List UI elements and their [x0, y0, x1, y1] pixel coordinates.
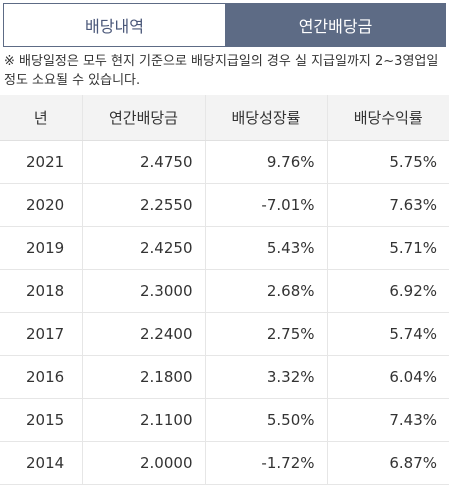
tab-dividend-history[interactable]: 배당내역: [3, 3, 226, 47]
table-row: 2014 2.0000 -1.72% 6.87%: [0, 441, 449, 485]
table-row: 2021 2.4750 9.76% 5.75%: [0, 140, 449, 184]
dividend-yield-cell: 6.04%: [326, 355, 449, 399]
dividend-yield-cell: 5.75%: [326, 140, 449, 184]
annual-dividend-cell: 2.2400: [81, 312, 205, 356]
tab-annual-dividend[interactable]: 연간배당금: [225, 3, 446, 47]
table-row: 2019 2.4250 5.43% 5.71%: [0, 226, 449, 270]
table-row: 2016 2.1800 3.32% 6.04%: [0, 355, 449, 399]
dividend-growth-cell: 2.68%: [204, 269, 327, 313]
dividend-growth-cell: 2.75%: [204, 312, 327, 356]
header-year: 년: [0, 95, 82, 141]
year-cell: 2016: [0, 355, 82, 399]
dividend-notice: ※ 배당일정은 모두 현지 기준으로 배당지급일의 경우 실 지급일까지 2~3…: [4, 54, 439, 88]
table-row: 2020 2.2550 -7.01% 7.63%: [0, 183, 449, 227]
header-dividend-yield: 배당수익률: [326, 95, 449, 141]
table-row: 2015 2.1100 5.50% 7.43%: [0, 398, 449, 442]
dividend-yield-cell: 5.74%: [326, 312, 449, 356]
year-cell: 2021: [0, 140, 82, 184]
annual-dividend-cell: 2.3000: [81, 269, 205, 313]
table-header-row: 년 연간배당금 배당성장률 배당수익률: [0, 95, 449, 141]
header-annual-dividend: 연간배당금: [81, 95, 205, 141]
dividend-yield-cell: 6.92%: [326, 269, 449, 313]
dividend-growth-cell: 5.43%: [204, 226, 327, 270]
year-cell: 2020: [0, 183, 82, 227]
dividend-growth-cell: 9.76%: [204, 140, 327, 184]
year-cell: 2018: [0, 269, 82, 313]
annual-dividend-cell: 2.1800: [81, 355, 205, 399]
dividend-yield-cell: 6.87%: [326, 441, 449, 485]
dividend-yield-cell: 7.43%: [326, 398, 449, 442]
dividend-yield-cell: 7.63%: [326, 183, 449, 227]
table-row: 2018 2.3000 2.68% 6.92%: [0, 269, 449, 313]
header-dividend-growth: 배당성장률: [204, 95, 327, 141]
annual-dividend-cell: 2.1100: [81, 398, 205, 442]
year-cell: 2019: [0, 226, 82, 270]
annual-dividend-cell: 2.0000: [81, 441, 205, 485]
year-cell: 2017: [0, 312, 82, 356]
dividend-growth-cell: 5.50%: [204, 398, 327, 442]
tab-bar: 배당내역 연간배당금: [0, 0, 449, 48]
annual-dividend-cell: 2.4750: [81, 140, 205, 184]
annual-dividend-cell: 2.4250: [81, 226, 205, 270]
annual-dividend-table: 년 연간배당금 배당성장률 배당수익률 2021 2.4750 9.76% 5.75%…: [0, 95, 449, 485]
year-cell: 2014: [0, 441, 82, 485]
dividend-yield-cell: 5.71%: [326, 226, 449, 270]
dividend-growth-cell: 3.32%: [204, 355, 327, 399]
dividend-growth-cell: -7.01%: [204, 183, 327, 227]
dividend-growth-cell: -1.72%: [204, 441, 327, 485]
annual-dividend-cell: 2.2550: [81, 183, 205, 227]
year-cell: 2015: [0, 398, 82, 442]
table-row: 2017 2.2400 2.75% 5.74%: [0, 312, 449, 356]
